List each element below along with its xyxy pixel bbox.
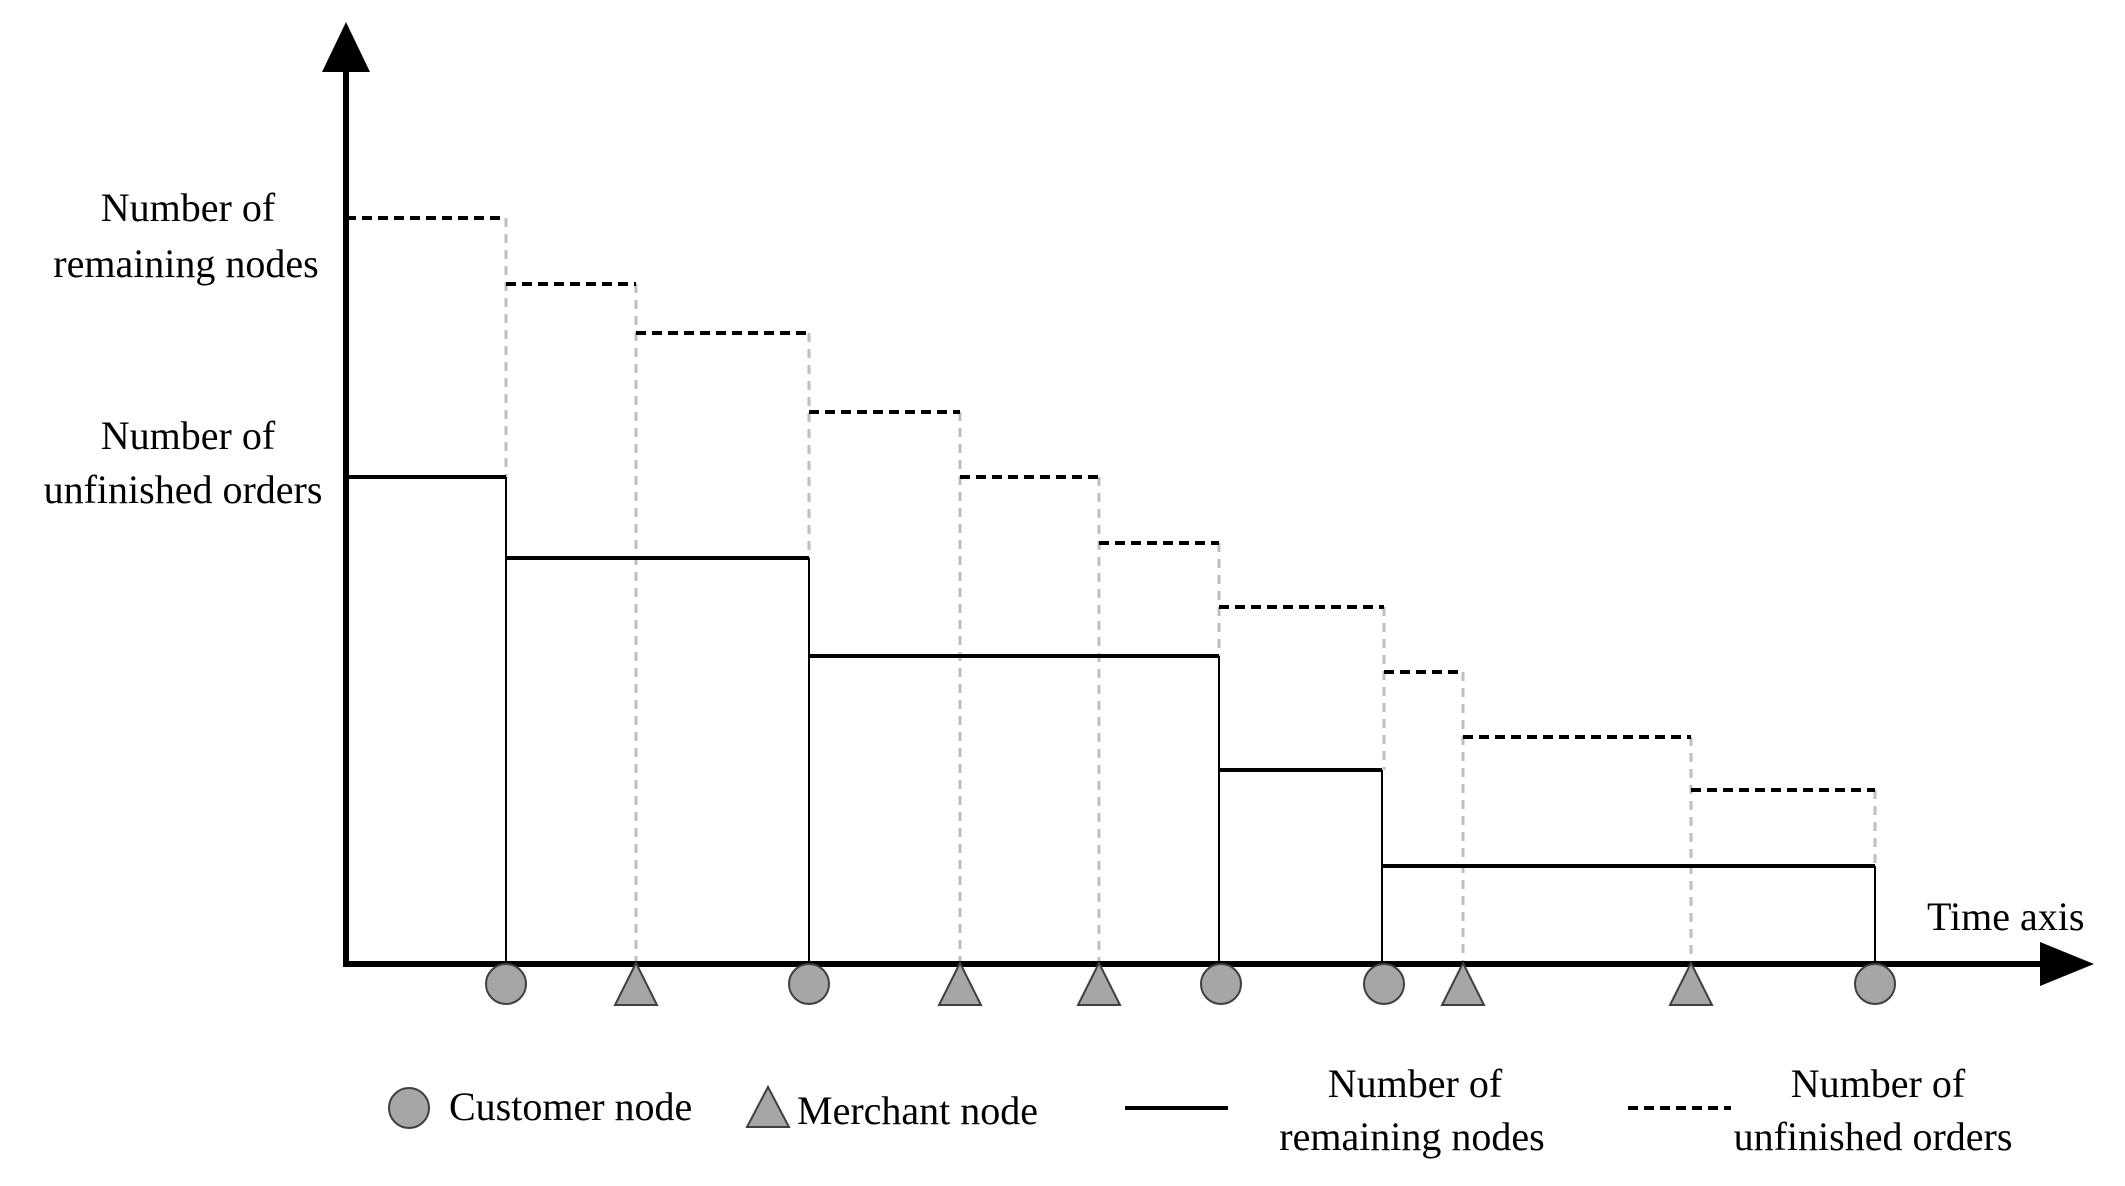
y-axis-arrow-icon [322,22,370,72]
node-markers [485,960,1896,1006]
x-axis-arrow-icon [2040,942,2094,986]
y-label-unfinished-orders-line1: Number of [101,413,276,458]
y-label-unfinished-orders-line2: unfinished orders [44,467,323,512]
merchant-node-icon [1440,960,1486,1006]
legend-customer-icon [388,1087,430,1129]
x-axis-label: Time axis [1927,894,2084,939]
y-label-remaining-nodes-line2: remaining nodes [53,241,319,286]
remaining-nodes-steps [346,475,1875,868]
customer-guides [505,477,1876,964]
legend-merchant-label: Merchant node [797,1088,1038,1133]
merchant-guides [504,218,1877,964]
customer-node-icon [1200,963,1242,1005]
legend-solid-label-line2: remaining nodes [1279,1114,1545,1159]
customer-node-icon [485,963,527,1005]
merchant-node-icon [1076,960,1122,1006]
merchant-node-icon [1668,960,1714,1006]
customer-node-icon [788,963,830,1005]
legend-solid-label-line1: Number of [1328,1061,1503,1106]
y-label-remaining-nodes-line1: Number of [101,185,276,230]
legend-dashed-label-line1: Number of [1791,1061,1966,1106]
merchant-node-icon [937,960,983,1006]
legend-customer-label: Customer node [449,1084,692,1129]
legend-dashed-label-line2: unfinished orders [1734,1114,2013,1159]
customer-node-icon [1854,963,1896,1005]
legend: Customer node Merchant node Number of re… [388,1061,2013,1159]
customer-node-icon [1363,963,1405,1005]
merchant-node-icon [613,960,659,1006]
legend-merchant-icon [745,1084,791,1128]
unfinished-orders-steps [346,216,1875,792]
